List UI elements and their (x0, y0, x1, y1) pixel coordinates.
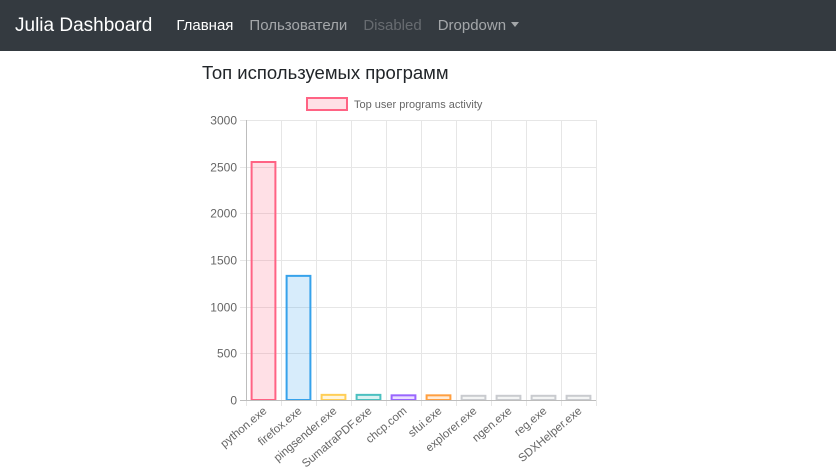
dropdown-label: Dropdown (437, 17, 507, 34)
y-tick-label: 2500 (210, 161, 237, 175)
nav-home-link[interactable]: Главная (176, 17, 234, 34)
x-tick-label: ngen.exe (470, 405, 514, 445)
legend-swatch (306, 97, 348, 111)
bar[interactable] (390, 394, 417, 402)
y-tick-label: 0 (230, 394, 237, 408)
y-tick-label: 1500 (210, 254, 237, 268)
bar[interactable] (425, 394, 452, 402)
y-tick-label: 500 (217, 347, 237, 361)
y-tick-label: 1000 (210, 301, 237, 315)
bar[interactable] (285, 274, 312, 401)
x-tick-label: SDXHelper.exe (516, 405, 584, 465)
y-tick-label: 2000 (210, 207, 237, 221)
chart-legend[interactable]: Top user programs activity (306, 97, 483, 111)
nav-dropdown-toggle[interactable]: Dropdown (437, 17, 520, 34)
caret-down-icon (511, 22, 520, 27)
bar[interactable] (460, 394, 487, 401)
brand-link[interactable]: Julia Dashboard (15, 14, 153, 36)
nav-disabled-link: Disabled (363, 17, 422, 34)
navbar: Julia Dashboard Главная Пользователи Dis… (0, 0, 836, 51)
bar[interactable] (320, 393, 347, 402)
nav-users-link[interactable]: Пользователи (249, 17, 348, 34)
legend-label: Top user programs activity (354, 99, 483, 111)
bar[interactable] (250, 161, 277, 401)
bar[interactable] (565, 394, 592, 401)
bar[interactable] (530, 394, 557, 401)
page-title: Топ используемых программ (202, 62, 449, 83)
y-tick-label: 3000 (210, 114, 237, 128)
bar[interactable] (495, 394, 522, 401)
bar[interactable] (355, 393, 382, 402)
